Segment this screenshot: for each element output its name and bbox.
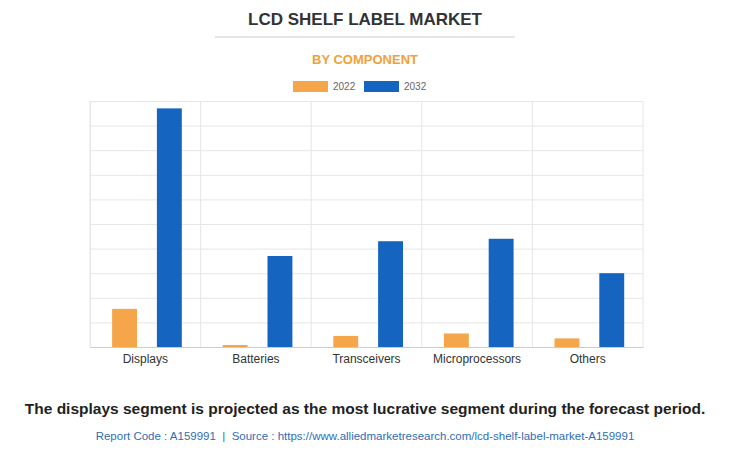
legend: 2022 2032 (293, 81, 427, 92)
bars (112, 108, 624, 347)
y-axis (90, 102, 643, 348)
x-tick-label: Others (570, 352, 606, 366)
caption: The displays segment is projected as the… (25, 400, 705, 417)
bar (599, 273, 624, 347)
bar (444, 333, 469, 347)
bar (223, 345, 248, 347)
legend-swatch (293, 81, 328, 92)
x-tick-label: Transceivers (332, 352, 400, 366)
y-tick (90, 101, 643, 102)
bar (157, 108, 182, 347)
bar (268, 256, 293, 347)
bar (489, 239, 514, 347)
grid-line (90, 347, 643, 348)
x-axis: Displays Batteries Transceivers Microproces… (91, 347, 644, 366)
title: LCD SHELF LABEL MARKET (248, 10, 483, 29)
x-tick-label: Displays (123, 352, 168, 366)
x-tick: Displays (123, 347, 168, 366)
bar (555, 338, 580, 347)
grid-line (90, 101, 643, 102)
legend-label: 2032 (404, 81, 427, 92)
source: Report Code : A159991 | Source : https:/… (96, 430, 635, 442)
title-rule (215, 37, 515, 38)
x-tick-label: Batteries (232, 352, 279, 366)
legend-swatch (364, 81, 399, 92)
bar (112, 309, 137, 347)
x-tick-label: Microprocessors (433, 352, 521, 366)
x-tick: Batteries (232, 347, 279, 366)
y-tick (90, 347, 643, 348)
subtitle: BY COMPONENT (312, 52, 418, 67)
x-tick: Others (570, 347, 606, 366)
bar (333, 336, 358, 347)
legend-label: 2022 (333, 81, 356, 92)
x-tick: Microprocessors (433, 347, 521, 366)
series (157, 108, 624, 347)
bar (378, 241, 403, 347)
x-axis-line (91, 347, 644, 348)
x-tick: Transceivers (332, 347, 400, 366)
